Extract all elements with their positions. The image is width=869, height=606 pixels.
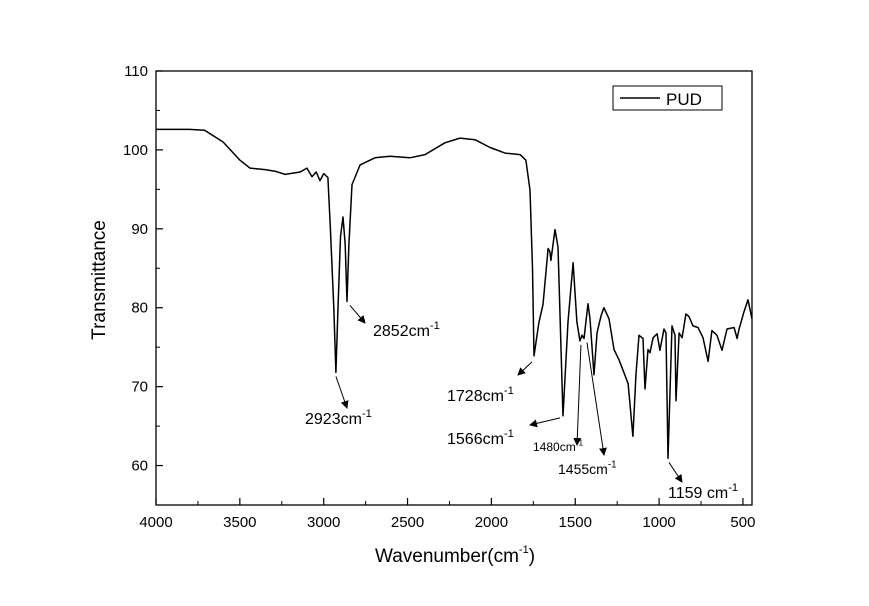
x-tick-label: 2000	[475, 514, 508, 531]
annotation-arrow	[335, 376, 349, 409]
y-axis-label: Transmittance	[89, 220, 110, 340]
annotation-label: 1455cm-1	[558, 460, 617, 477]
x-tick-label: 3500	[223, 514, 256, 531]
annotation-label: 1480cm-1	[533, 438, 583, 454]
x-tick-label: 500	[730, 514, 755, 531]
annotation-arrow	[349, 305, 366, 324]
annotation-label: 2852cm-1	[373, 320, 440, 340]
annotation-arrow	[573, 344, 582, 446]
annotation-arrow	[529, 417, 561, 428]
x-tick-label: 1500	[559, 514, 592, 531]
legend-label-pud: PUD	[666, 90, 702, 109]
annotation-label: 2923cm-1	[305, 408, 372, 428]
annotation-label: 1566cm-1	[447, 428, 514, 448]
series-line-pud	[156, 128, 753, 460]
annotation-label: 1728cm-1	[447, 385, 514, 405]
y-tick-label: 110	[124, 63, 148, 80]
x-tick-label: 3000	[307, 514, 340, 531]
annotation-label: 1159 cm-1	[668, 482, 738, 502]
y-tick-label: 90	[131, 221, 148, 238]
x-tick-label: 4000	[139, 514, 172, 531]
peak-annotations: 2923cm-1 2852cm-1 1728cm-1 1566cm-1 1480cm-1…	[305, 305, 738, 502]
annotation-arrow	[668, 462, 683, 483]
x-tick-label: 1000	[642, 514, 675, 531]
annotation-arrow	[517, 361, 533, 376]
annotation-arrow	[586, 342, 607, 456]
x-tick-label: 2500	[391, 514, 424, 531]
x-axis-label: Wavenumber(cm-1)	[375, 544, 535, 567]
y-axis: 60 70 80 90 100 110	[123, 63, 163, 475]
x-axis: 4000 3500 3000 2500 2000 1500 1000 500	[139, 498, 755, 531]
y-tick-label: 70	[131, 379, 148, 396]
y-tick-label: 60	[131, 458, 148, 475]
y-tick-label: 80	[131, 300, 148, 317]
plot-frame	[155, 70, 753, 506]
legend: PUD	[612, 85, 723, 111]
y-tick-label: 100	[123, 142, 148, 159]
